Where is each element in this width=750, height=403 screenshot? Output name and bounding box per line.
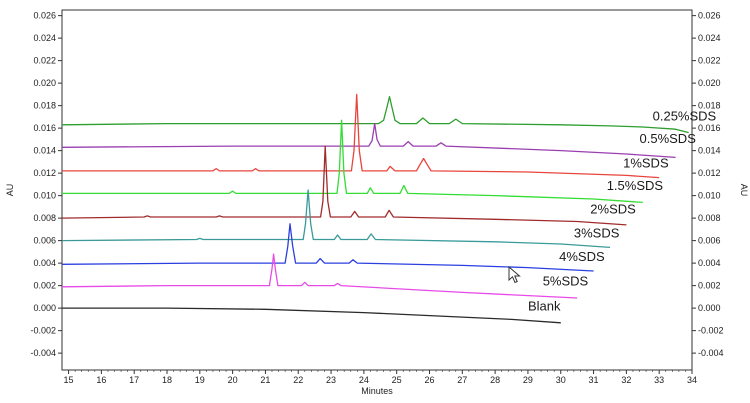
x-tick-label: 15 bbox=[64, 375, 74, 385]
y-tick-label-right: 0.008 bbox=[698, 213, 721, 223]
y-tick-label-left: 0.002 bbox=[33, 281, 56, 291]
x-tick-label: 17 bbox=[129, 375, 139, 385]
trace-line bbox=[61, 122, 676, 159]
series-label: 2%SDS bbox=[590, 202, 636, 217]
y-tick-label-left: -0.002 bbox=[30, 326, 56, 336]
y-tick-label-right: 0.022 bbox=[698, 56, 721, 66]
trace-line bbox=[61, 253, 578, 299]
y-tick-label-left: 0.026 bbox=[33, 11, 56, 21]
y-tick-label-right: -0.002 bbox=[698, 326, 724, 336]
y-tick-label-right: 0.012 bbox=[698, 168, 721, 178]
x-axis: 15 16 17 18 19 20 21 22 23 24 25 26 27 28 29 30 31 32 33 34 bbox=[64, 370, 697, 385]
y-tick-label-right: 0.024 bbox=[698, 33, 721, 43]
series-label-group: 0.25%SDS 0.5%SDS 1%SDS 1.5%SDS 2%SDS 3%SDS 4%S… bbox=[528, 108, 717, 313]
y-tick-label-left: 0.018 bbox=[33, 101, 56, 111]
x-tick-label: 32 bbox=[621, 375, 631, 385]
x-tick-label: 29 bbox=[523, 375, 533, 385]
y-tick-label-left: 0.014 bbox=[33, 146, 56, 156]
mouse-cursor-icon bbox=[508, 266, 521, 284]
y-tick-label-left: 0.008 bbox=[33, 213, 56, 223]
x-tick-label: 16 bbox=[96, 375, 106, 385]
x-tick-label: 27 bbox=[457, 375, 467, 385]
plot-frame bbox=[61, 9, 693, 371]
y-tick-label-left: 0.016 bbox=[33, 123, 56, 133]
series-label: 3%SDS bbox=[574, 225, 620, 240]
series-label: 5%SDS bbox=[543, 274, 589, 289]
y-tick-label-right: 0.004 bbox=[698, 258, 721, 268]
x-tick-label: 28 bbox=[490, 375, 500, 385]
y-tick-label-right: 0.018 bbox=[698, 101, 721, 111]
x-tick-label: 23 bbox=[326, 375, 336, 385]
x-tick-label: 19 bbox=[195, 375, 205, 385]
y-tick-label-left: -0.004 bbox=[30, 348, 56, 358]
y-axis-right: 0.026 0.024 0.022 0.020 0.018 0.016 0.014 0.012… bbox=[692, 11, 724, 358]
x-tick-label: 20 bbox=[228, 375, 238, 385]
y-tick-label-left: 0.022 bbox=[33, 56, 56, 66]
y-tick-label-right: 0.026 bbox=[698, 11, 721, 21]
series-label: 0.25%SDS bbox=[653, 108, 717, 123]
y-tick-label-right: -0.004 bbox=[698, 348, 724, 358]
trace-line bbox=[61, 223, 594, 272]
y-tick-label-right: 0.000 bbox=[698, 303, 721, 313]
y-tick-label-right: 0.020 bbox=[698, 78, 721, 88]
trace-line bbox=[61, 95, 689, 134]
y-axis-title-right: AU bbox=[739, 184, 749, 197]
x-tick-label: 24 bbox=[359, 375, 369, 385]
series-label: 0.5%SDS bbox=[640, 131, 697, 146]
series-label: 1.5%SDS bbox=[607, 178, 664, 193]
series-label: 1%SDS bbox=[623, 156, 669, 171]
y-tick-label-left: 0.024 bbox=[33, 33, 56, 43]
y-tick-label-left: 0.020 bbox=[33, 78, 56, 88]
x-tick-label: 30 bbox=[556, 375, 566, 385]
x-tick-label: 26 bbox=[424, 375, 434, 385]
trace-line bbox=[62, 93, 660, 179]
y-tick-label-right: 0.014 bbox=[698, 146, 721, 156]
x-tick-label: 31 bbox=[589, 375, 599, 385]
x-tick-label: 18 bbox=[162, 375, 172, 385]
y-tick-label-right: 0.010 bbox=[698, 191, 721, 201]
x-axis-title: Minutes bbox=[361, 386, 393, 396]
y-axis-title-left: AU bbox=[5, 184, 15, 197]
x-tick-label: 25 bbox=[392, 375, 402, 385]
x-tick-label: 21 bbox=[260, 375, 270, 385]
trace-group bbox=[61, 93, 689, 324]
trace-line bbox=[61, 145, 627, 226]
y-tick-label-right: 0.016 bbox=[698, 123, 721, 133]
x-tick-label: 34 bbox=[687, 375, 697, 385]
y-tick-label-left: 0.004 bbox=[33, 258, 56, 268]
y-tick-label-right: 0.006 bbox=[698, 236, 721, 246]
y-tick-label-left: 0.012 bbox=[33, 168, 56, 178]
y-tick-label-left: 0.010 bbox=[33, 191, 56, 201]
series-label: 4%SDS bbox=[559, 249, 605, 264]
x-tick-label: 33 bbox=[654, 375, 664, 385]
trace-line bbox=[62, 307, 561, 324]
trace-line bbox=[61, 189, 611, 249]
x-tick-label: 22 bbox=[293, 375, 303, 385]
y-tick-label-left: 0.006 bbox=[33, 236, 56, 246]
y-tick-label-right: 0.002 bbox=[698, 281, 721, 291]
y-axis-left: 0.026 0.024 0.022 0.020 0.018 0.016 0.014 0.012… bbox=[30, 11, 62, 358]
series-label: Blank bbox=[528, 298, 561, 313]
trace-line bbox=[62, 119, 643, 204]
y-tick-label-left: 0.000 bbox=[33, 303, 56, 313]
